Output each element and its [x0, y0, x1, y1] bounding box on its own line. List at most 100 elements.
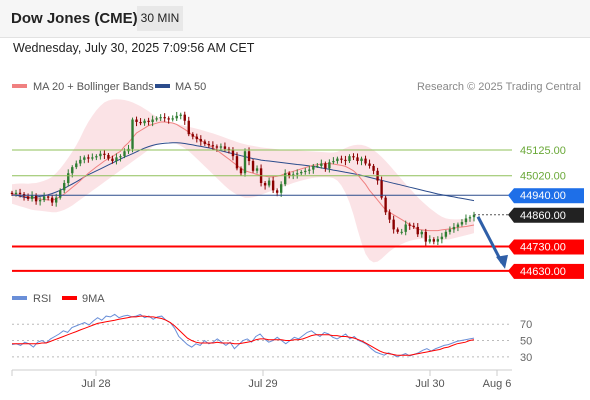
candlestick: [444, 229, 448, 239]
candlestick: [143, 118, 146, 126]
candlestick: [107, 152, 110, 161]
support-label-pointer: [508, 263, 514, 279]
candlestick: [348, 154, 351, 163]
last-label-box: [514, 207, 584, 223]
candlestick: [340, 155, 343, 164]
candlestick: [324, 161, 327, 172]
candlestick: [296, 169, 299, 179]
timeframe-button[interactable]: 30 MIN: [137, 6, 183, 31]
candlestick: [352, 153, 355, 161]
candlestick: [279, 181, 283, 197]
candlestick: [364, 155, 367, 166]
ma9-legend-label: 9MA: [82, 293, 105, 305]
candlestick: [388, 209, 391, 224]
x-tick-label: Jul 30: [415, 378, 444, 390]
ma50-legend-label: MA 50: [175, 81, 206, 93]
chart-header: Dow Jones (CME) 30 MIN: [0, 0, 590, 38]
projection-arrowhead: [496, 254, 508, 269]
candlestick: [468, 215, 472, 222]
resistance-label-pointer: [508, 188, 514, 204]
candlestick: [396, 227, 399, 234]
candlestick: [131, 117, 134, 153]
rsi-legend-label: RSI: [33, 293, 51, 305]
candlestick: [251, 159, 255, 173]
candlestick: [159, 114, 162, 121]
candlestick: [424, 228, 427, 246]
candlestick: [316, 162, 319, 168]
support-label-box: [514, 239, 584, 255]
candlestick: [135, 116, 138, 127]
candlestick: [288, 171, 291, 179]
candlestick: [300, 170, 303, 176]
candlestick: [368, 159, 371, 169]
ma50-line: [11, 142, 475, 202]
candlestick: [115, 153, 118, 165]
candlestick: [428, 235, 432, 244]
candlestick: [219, 143, 223, 150]
candlestick: [95, 154, 98, 161]
candlestick: [207, 141, 211, 148]
candlestick: [336, 156, 339, 164]
candlestick: [79, 155, 82, 167]
ma20-line: [11, 121, 475, 232]
candlestick: [356, 153, 359, 165]
support-label-pointer: [508, 239, 514, 255]
candlestick: [155, 116, 158, 122]
last-level-label: 44860.00: [520, 210, 566, 222]
support-level-label: 44730.00: [520, 241, 566, 253]
candlestick: [231, 147, 235, 161]
candlestick: [87, 154, 90, 163]
candlestick: [243, 148, 247, 177]
support-label-box: [514, 263, 584, 279]
candlestick: [239, 166, 243, 176]
candlestick: [183, 111, 186, 125]
candlestick: [163, 113, 166, 122]
candlestick: [328, 159, 331, 173]
candlestick: [175, 111, 178, 121]
candlestick: [448, 226, 452, 235]
candlestick: [344, 155, 347, 166]
resistance-level-label: 44940.00: [520, 190, 566, 202]
candlestick: [432, 237, 436, 245]
candlestick: [179, 112, 182, 120]
candlestick: [456, 222, 460, 232]
candlestick: [187, 116, 190, 137]
candlestick: [38, 197, 42, 206]
candlestick: [360, 156, 363, 166]
candlestick: [54, 193, 58, 207]
candlestick: [167, 116, 170, 124]
candlestick: [42, 192, 46, 203]
candlestick: [255, 165, 259, 174]
candlestick: [312, 163, 315, 174]
candlestick: [408, 222, 411, 230]
rsi-tick-label: 30: [520, 352, 532, 364]
candlestick: [83, 155, 86, 164]
candlestick: [191, 132, 194, 140]
candlestick: [460, 219, 464, 227]
candlestick: [332, 157, 335, 165]
rsi-tick-label: 50: [520, 336, 532, 348]
ma9-legend-swatch: [62, 296, 77, 300]
candlestick: [99, 150, 102, 160]
candlestick: [392, 215, 395, 234]
candlestick: [63, 180, 66, 194]
candlestick: [147, 117, 150, 126]
candlestick: [235, 152, 239, 171]
candlestick: [139, 118, 142, 126]
rsi-tick-label: 70: [520, 319, 532, 331]
candlestick: [400, 228, 403, 235]
ma20-legend-label: MA 20 + Bollinger Bands: [33, 81, 154, 93]
last-label-pointer: [508, 207, 514, 223]
candlestick: [91, 153, 94, 161]
candlestick: [211, 141, 215, 150]
candlestick: [75, 160, 78, 170]
rsi-legend-swatch: [12, 296, 27, 300]
candlestick: [384, 195, 387, 215]
rsi-ma9-line: [12, 315, 475, 356]
resistance-label-box: [514, 188, 584, 204]
candlestick: [320, 159, 323, 169]
candlestick: [199, 135, 203, 146]
candlestick: [263, 181, 267, 190]
candlestick: [103, 149, 106, 160]
candlestick: [59, 188, 62, 200]
